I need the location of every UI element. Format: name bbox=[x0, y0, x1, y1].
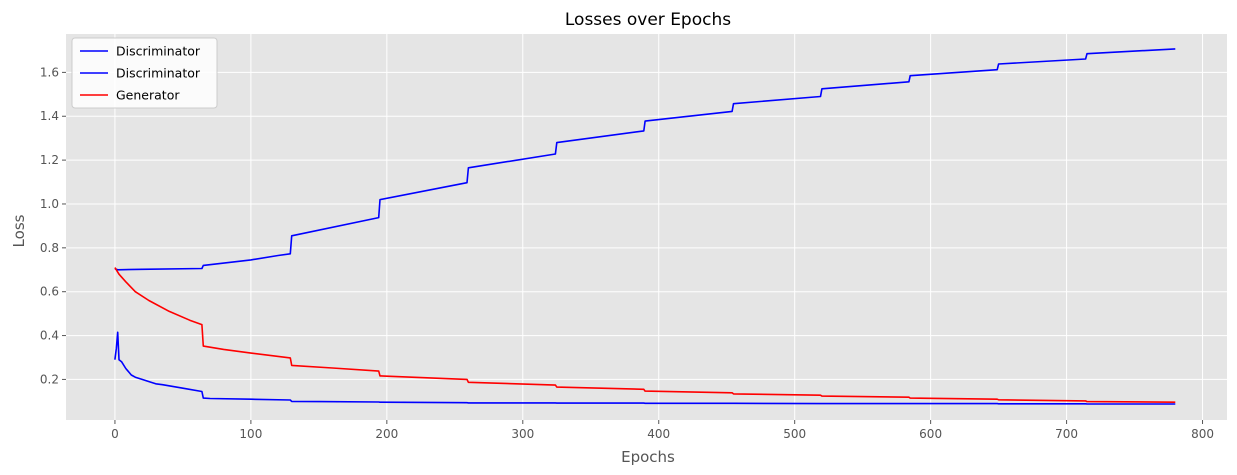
legend-label-2: Generator bbox=[116, 88, 180, 103]
y-tick-label: 1.2 bbox=[40, 153, 59, 167]
series-line-1 bbox=[114, 48, 1176, 271]
y-tick-label: 0.4 bbox=[40, 329, 59, 343]
axis-ticks: 0 100 200 300 400 500 600 700 800 0.2 0.4 0.6 0.8 1.0… bbox=[40, 65, 1214, 441]
x-tick-label: 600 bbox=[919, 427, 942, 441]
legend: Discriminator Discriminator Generator bbox=[71, 37, 218, 109]
x-tick-label: 200 bbox=[375, 427, 398, 441]
legend-box bbox=[71, 37, 218, 109]
series-lines bbox=[114, 48, 1176, 405]
y-tick-label: 0.8 bbox=[40, 241, 59, 255]
x-tick-label: 700 bbox=[1055, 427, 1078, 441]
series-line-0 bbox=[114, 331, 1176, 405]
y-tick-label: 0.6 bbox=[40, 285, 59, 299]
x-tick-label: 300 bbox=[511, 427, 534, 441]
x-tick-label: 100 bbox=[239, 427, 262, 441]
x-tick-label: 0 bbox=[111, 427, 119, 441]
y-axis-label: Loss bbox=[10, 214, 28, 247]
x-tick-label: 400 bbox=[647, 427, 670, 441]
x-tick-label: 500 bbox=[783, 427, 806, 441]
y-tick-label: 0.2 bbox=[40, 372, 59, 386]
series-line-2 bbox=[114, 267, 1176, 403]
y-tick-label: 1.0 bbox=[40, 197, 59, 211]
y-tick-label: 1.4 bbox=[40, 109, 59, 123]
legend-label-0: Discriminator bbox=[116, 44, 201, 59]
legend-label-1: Discriminator bbox=[116, 66, 201, 81]
x-tick-label: 800 bbox=[1191, 427, 1214, 441]
chart-title: Losses over Epochs bbox=[565, 10, 731, 30]
x-axis-label: Epochs bbox=[621, 448, 675, 466]
y-tick-label: 1.6 bbox=[40, 65, 59, 79]
plot-area bbox=[66, 34, 1227, 420]
